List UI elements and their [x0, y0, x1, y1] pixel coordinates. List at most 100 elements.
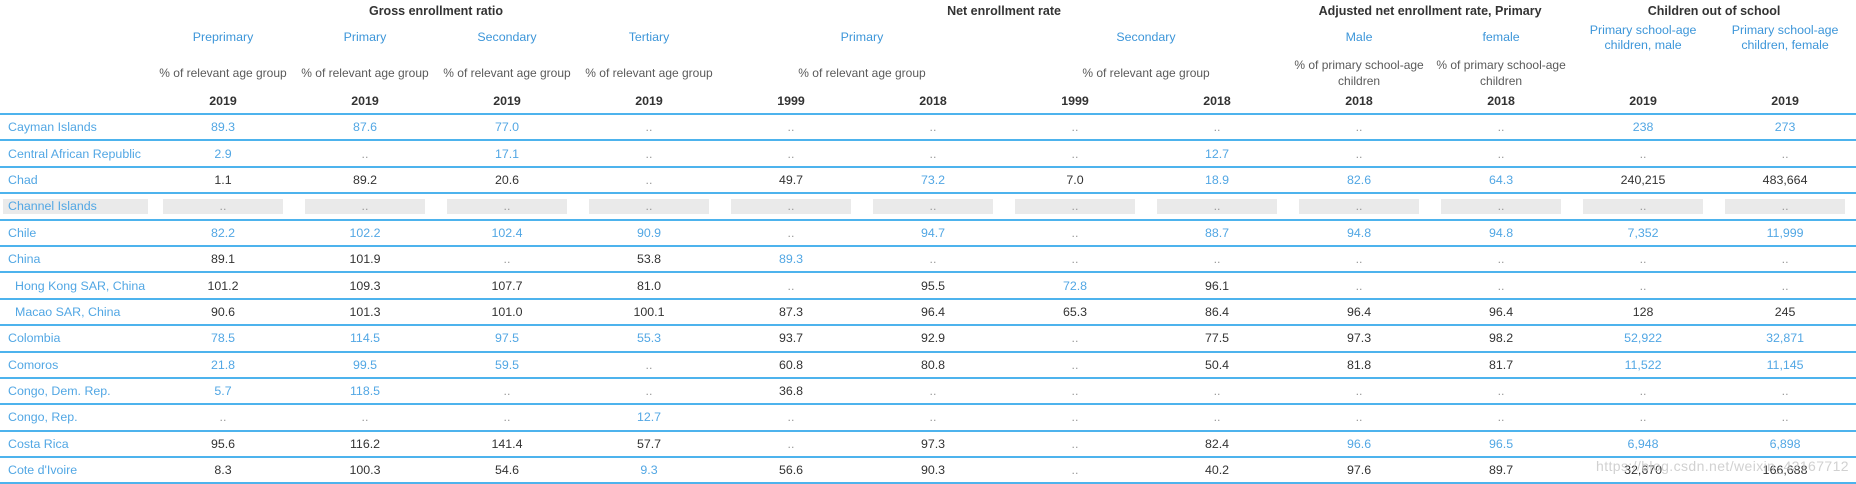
data-cell: ..	[1714, 140, 1856, 168]
missing-value: ..	[1639, 384, 1647, 399]
subheader-link-preprimary[interactable]: Preprimary	[192, 30, 254, 45]
data-cell: 49.7	[720, 166, 862, 195]
data-cell: 18.9	[1146, 166, 1289, 195]
data-cell: 89.3	[720, 245, 862, 274]
cell-value: 56.6	[778, 463, 804, 478]
subheader-link-female[interactable]: female	[1482, 30, 1520, 45]
country-cell: Central African Republic	[0, 140, 152, 168]
cell-value: 7.0	[1066, 172, 1084, 187]
data-cell: ..	[1004, 325, 1146, 353]
data-cell: 36.8	[720, 377, 862, 406]
year-header: 2018	[1203, 94, 1231, 108]
data-cell: 86.4	[1146, 298, 1289, 327]
data-cell: ..	[1430, 404, 1573, 432]
data-cell: 32,871	[1714, 325, 1856, 353]
data-cell: 8.3	[152, 457, 294, 484]
unit-label: % of primary school-age children	[1436, 58, 1566, 88]
data-cell: ..	[294, 193, 436, 221]
cell-value: 97.5	[494, 331, 520, 346]
table-row: Chile 82.2 102.2 102.4 90.9.. 94.7.. 88.7 94.8 9…	[0, 219, 1856, 247]
data-cell: 57.7	[578, 430, 720, 459]
data-cell: ..	[720, 219, 862, 247]
data-cell: 72.8	[1004, 272, 1146, 300]
table-row: Macao SAR, China 90.6 101.3 101.0 100.1 87.3 9…	[0, 298, 1856, 327]
data-cell: ..	[1004, 140, 1146, 168]
subheader-link-out-of-school-male[interactable]: Primary school-age children, male	[1589, 22, 1697, 53]
missing-value: ..	[929, 410, 937, 425]
year-header: 2018	[1487, 94, 1515, 108]
missing-value: ..	[1071, 357, 1079, 372]
table-header: Gross enrollment ratio Net enrollment ra…	[0, 0, 1856, 114]
cell-value: 53.8	[636, 252, 662, 267]
cell-value: 97.3	[920, 436, 946, 451]
missing-value: ..	[1355, 199, 1363, 214]
data-cell: 96.4	[1430, 298, 1573, 327]
cell-value: 96.4	[1488, 304, 1514, 319]
country-link[interactable]: Costa Rica	[8, 436, 69, 451]
data-cell: 102.2	[294, 219, 436, 247]
country-link[interactable]: Hong Kong SAR, China	[15, 278, 146, 293]
data-cell: 128	[1572, 298, 1715, 327]
cell-value: 80.8	[920, 357, 946, 372]
year-header: 1999	[1061, 94, 1089, 108]
subheader-link-out-of-school-female[interactable]: Primary school-age children, female	[1731, 22, 1839, 53]
data-cell: ..	[862, 193, 1004, 221]
cell-value: 40.2	[1204, 463, 1230, 478]
data-cell: 88.7	[1146, 219, 1289, 247]
data-cell: 87.6	[294, 112, 436, 142]
subheader-link-secondary-net[interactable]: Secondary	[1116, 30, 1176, 45]
cell-value: 94.8	[1488, 225, 1514, 240]
country-link[interactable]: Channel Islands	[8, 199, 97, 214]
subheader-link-secondary-gross[interactable]: Secondary	[477, 30, 537, 45]
cell-value: 118.5	[349, 384, 381, 399]
subheader-link-male[interactable]: Male	[1345, 30, 1373, 45]
country-link[interactable]: Comoros	[8, 357, 59, 372]
year-header: 2019	[351, 94, 379, 108]
data-cell: ..	[578, 112, 720, 142]
country-link[interactable]: China	[8, 252, 41, 267]
subheader-link-primary-net[interactable]: Primary	[840, 30, 884, 45]
cell-value: 87.3	[778, 304, 804, 319]
table-body: Cayman Islands 89.3 87.6 77.0..............…	[0, 112, 1856, 484]
country-link[interactable]: Central African Republic	[8, 146, 141, 161]
country-link[interactable]: Macao SAR, China	[15, 304, 121, 319]
cell-value: 90.3	[920, 463, 946, 478]
subheader-link-tertiary[interactable]: Tertiary	[628, 30, 670, 45]
country-link[interactable]: Congo, Rep.	[8, 410, 78, 425]
country-link[interactable]: Congo, Dem. Rep.	[8, 384, 111, 399]
data-cell: 12.7	[1146, 140, 1289, 168]
cell-value: 96.4	[920, 304, 946, 319]
country-link[interactable]: Chile	[8, 225, 37, 240]
missing-value: ..	[1071, 252, 1079, 267]
data-cell: 7,352	[1572, 219, 1715, 247]
data-cell: 59.5	[436, 351, 578, 379]
country-cell: Colombia	[0, 325, 152, 353]
data-cell: 17.1	[436, 140, 578, 168]
country-link[interactable]: Colombia	[8, 331, 61, 346]
data-cell: 118.5	[294, 377, 436, 406]
missing-value: ..	[787, 278, 795, 293]
data-cell: ..	[436, 404, 578, 432]
data-cell: 92.9	[862, 325, 1004, 353]
country-cell: Chad	[0, 166, 152, 195]
data-cell: 5.7	[152, 377, 294, 406]
cell-value: 102.4	[491, 225, 523, 240]
missing-value: ..	[929, 146, 937, 161]
data-cell: 9.3	[578, 457, 720, 484]
country-link[interactable]: Cote d'Ivoire	[8, 463, 78, 478]
cell-value: 49.7	[778, 172, 804, 187]
missing-value: ..	[1213, 120, 1221, 135]
table-row: Congo, Rep....... 12.7................	[0, 404, 1856, 432]
cell-value: 95.5	[920, 278, 946, 293]
cell-value: 99.5	[352, 357, 378, 372]
subheader-link-primary-gross[interactable]: Primary	[343, 30, 387, 45]
country-link[interactable]: Cayman Islands	[8, 120, 97, 135]
missing-value: ..	[929, 384, 937, 399]
data-cell: ..	[720, 140, 862, 168]
cell-value: 8.3	[214, 463, 232, 478]
table-row: Colombia 78.5 114.5 97.5 55.3 93.7 92.9.. 77.5 9…	[0, 325, 1856, 353]
data-cell: 64.3	[1430, 166, 1573, 195]
missing-value: ..	[1355, 146, 1363, 161]
data-cell: ..	[1714, 377, 1856, 406]
country-link[interactable]: Chad	[8, 172, 38, 187]
